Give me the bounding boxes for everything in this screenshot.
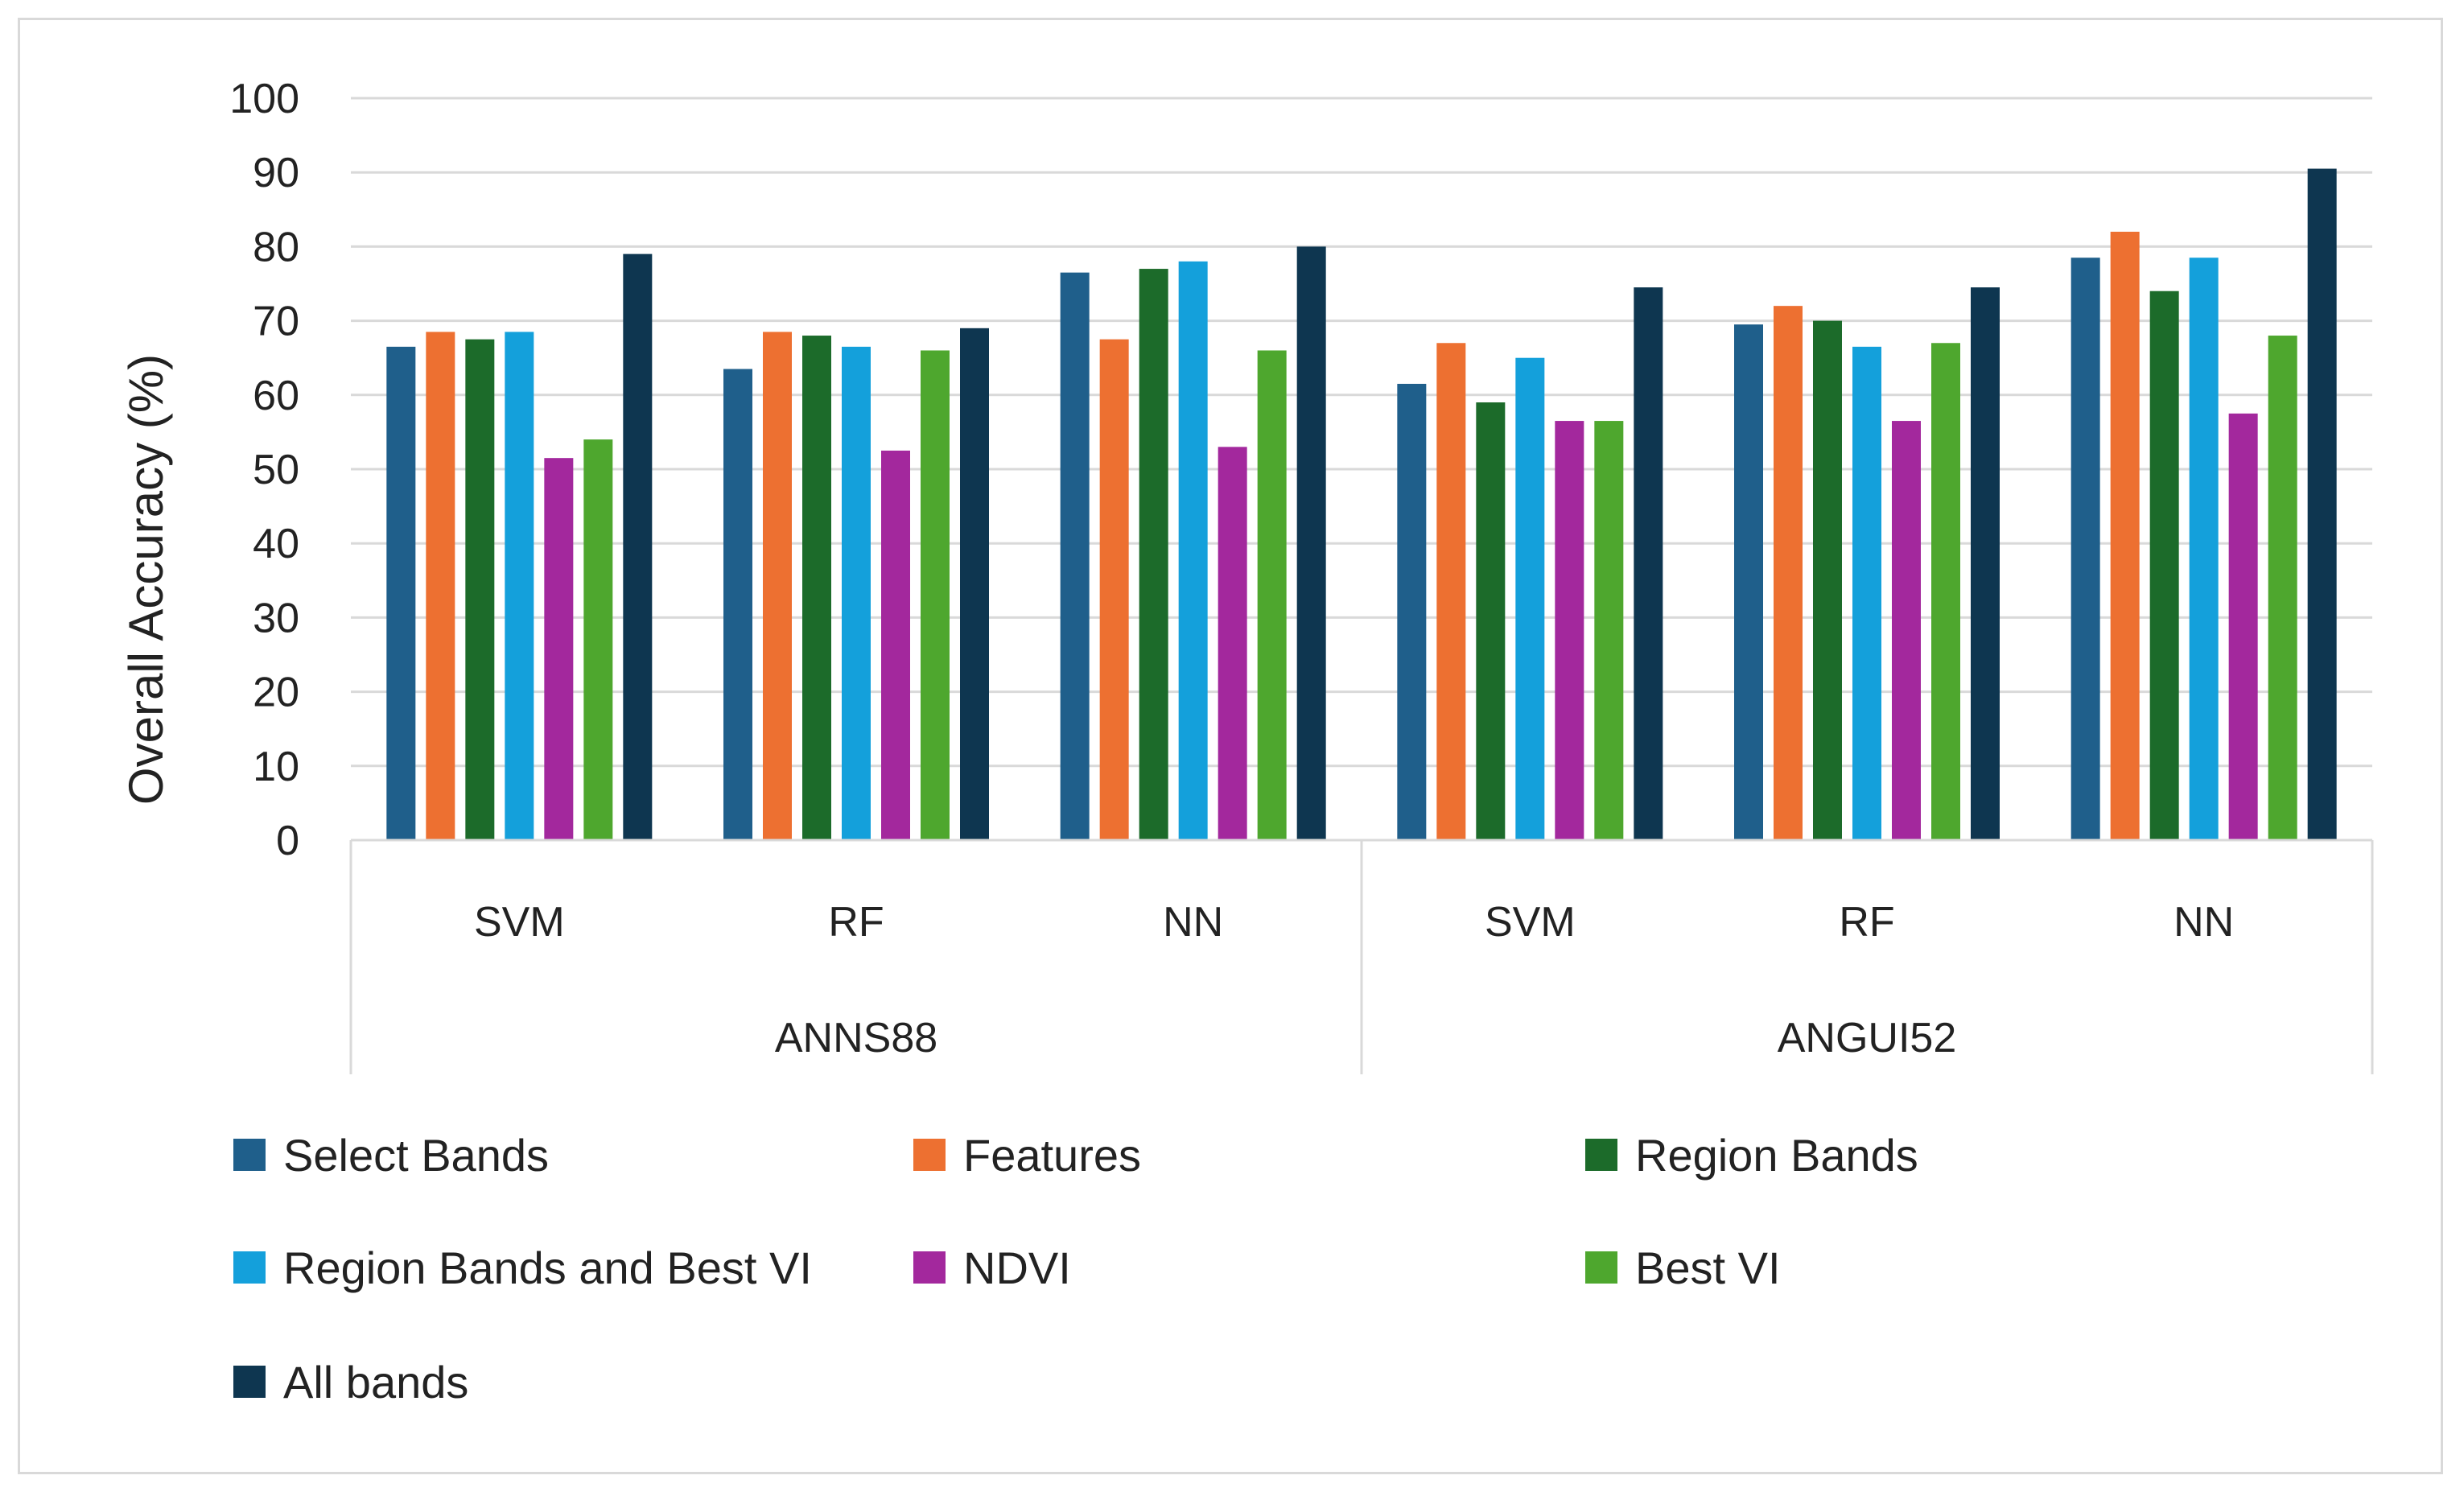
legend-label: Best VI [1635, 1242, 1781, 1293]
bar-best-vi [1594, 421, 1624, 840]
legend-swatch [233, 1139, 266, 1171]
legend-label: NDVI [963, 1242, 1071, 1293]
y-tick-label: 30 [253, 595, 299, 641]
bar-features [763, 332, 792, 840]
x-group-label: ANNS88 [775, 1015, 937, 1061]
legend-label: Select Bands [283, 1129, 549, 1181]
legend-item: Select Bands [233, 1127, 549, 1183]
bar-all-bands [2307, 168, 2337, 841]
legend-item: NDVI [913, 1239, 1071, 1296]
y-tick-label: 60 [253, 373, 299, 419]
bar-region-bands [465, 339, 495, 840]
bar-features [1774, 306, 1803, 840]
bar-region-bands-and-best-vi [1515, 357, 1545, 840]
bar-features [2110, 231, 2140, 841]
legend-swatch [913, 1139, 946, 1171]
x-category-label: NN [2174, 899, 2234, 946]
bar-region-bands-and-best-vi [842, 346, 871, 840]
x-category-label: SVM [1485, 899, 1576, 946]
x-group-label: ANGUI52 [1778, 1015, 1957, 1061]
y-tick-label: 40 [253, 521, 299, 567]
bar-region-bands-and-best-vi [2189, 258, 2219, 841]
legend-swatch [913, 1251, 946, 1284]
y-tick-label: 50 [253, 447, 299, 493]
bar-region-bands-and-best-vi [1852, 346, 1881, 840]
gridlines [351, 97, 2372, 768]
bar-region-bands [1139, 269, 1168, 840]
legend: Select Bands Features Region Bands Region B… [233, 1127, 2326, 1481]
legend-swatch [233, 1251, 266, 1284]
bar-ndvi [1892, 421, 1921, 840]
y-tick-label: 100 [229, 76, 299, 122]
bar-ndvi [1555, 421, 1584, 840]
bar-region-bands-and-best-vi [1178, 261, 1208, 841]
x-category-label: RF [1839, 899, 1894, 946]
bar-region-bands [802, 336, 831, 840]
y-tick-label: 0 [276, 818, 299, 864]
bar-best-vi [1931, 343, 1960, 840]
legend-swatch [1585, 1139, 1617, 1171]
legend-item: Region Bands and Best VI [233, 1239, 812, 1296]
bar-best-vi [1257, 350, 1287, 841]
bar-region-bands-and-best-vi [505, 332, 534, 840]
bar-ndvi [881, 450, 910, 840]
bar-all-bands [1296, 246, 1326, 840]
bar-best-vi [921, 350, 950, 841]
bar-all-bands [623, 253, 653, 840]
y-tick-label: 20 [253, 670, 299, 716]
bar-region-bands [1813, 320, 1842, 841]
x-category-label: RF [828, 899, 884, 946]
legend-item: All bands [233, 1354, 468, 1410]
bar-features [426, 332, 455, 840]
legend-label: Region Bands and Best VI [283, 1242, 812, 1293]
legend-item: Best VI [1585, 1239, 1781, 1296]
legend-item: Features [913, 1127, 1141, 1183]
bar-select-bands [1397, 383, 1427, 841]
bar-region-bands [2149, 291, 2179, 841]
bar-select-bands [723, 369, 752, 840]
bar-region-bands [1476, 402, 1506, 840]
y-tick-label: 70 [253, 299, 299, 345]
y-axis-title: Overall Accuracy (%) [119, 354, 173, 805]
bar-select-bands [386, 346, 416, 840]
bar-select-bands [1734, 324, 1763, 841]
bar-best-vi [2268, 336, 2297, 840]
legend-label: Features [963, 1129, 1141, 1181]
legend-swatch [233, 1366, 266, 1398]
y-tick-label: 90 [253, 150, 299, 196]
bar-ndvi [2228, 413, 2258, 840]
bar-all-bands [960, 328, 989, 840]
bars [386, 168, 2337, 841]
bar-best-vi [583, 439, 613, 840]
bar-features [1436, 343, 1466, 840]
y-tick-label: 80 [253, 224, 299, 270]
legend-item: Region Bands [1585, 1127, 1918, 1183]
legend-label: Region Bands [1635, 1129, 1918, 1181]
bar-select-bands [1060, 272, 1090, 840]
legend-swatch [1585, 1251, 1617, 1284]
bar-all-bands [1971, 287, 2000, 840]
bar-features [1099, 339, 1129, 840]
x-category-label: SVM [474, 899, 565, 946]
bar-all-bands [1634, 287, 1663, 840]
bar-ndvi [544, 458, 574, 840]
x-category-label: NN [1163, 899, 1223, 946]
bar-select-bands [2071, 258, 2100, 841]
legend-label: All bands [283, 1356, 469, 1407]
bar-ndvi [1218, 447, 1247, 840]
y-tick-label: 10 [253, 744, 299, 790]
axes: 0 10 20 30 40 50 60 70 80 90 100 SVM RF NN SVM RF NN ANNS… [229, 76, 2374, 1074]
